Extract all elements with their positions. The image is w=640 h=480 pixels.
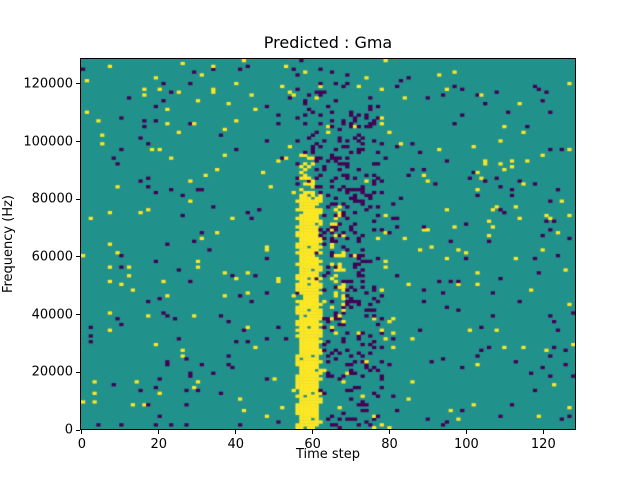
x-axis-label: Time step [295, 447, 361, 462]
x-tick-mark [312, 430, 314, 434]
y-tick-label: 40000 [31, 307, 73, 323]
x-tick-mark [235, 430, 237, 434]
x-tick-mark [81, 430, 83, 434]
x-tick-label: 0 [77, 437, 87, 452]
y-tick-mark [76, 83, 80, 85]
x-tick-label: 60 [304, 437, 321, 452]
y-tick-label: 60000 [31, 249, 73, 265]
chart-title: Predicted : Gma [263, 33, 393, 52]
y-tick-label: 80000 [31, 191, 73, 207]
y-tick-mark [76, 429, 80, 431]
heatmap-canvas [81, 59, 575, 429]
x-tick-label: 100 [453, 437, 479, 452]
y-tick-label: 120000 [23, 76, 73, 92]
x-tick-mark [158, 430, 160, 434]
y-tick-label: 0 [64, 422, 73, 438]
x-tick-label: 80 [381, 437, 398, 452]
y-tick-label: 100000 [23, 134, 73, 150]
plot-area [80, 58, 576, 430]
y-tick-label: 20000 [31, 364, 73, 380]
x-tick-mark [542, 430, 544, 434]
y-tick-mark [76, 256, 80, 258]
y-tick-mark [76, 314, 80, 316]
y-axis-label: Frequency (Hz) [1, 194, 16, 294]
y-tick-mark [76, 371, 80, 373]
y-tick-mark [76, 198, 80, 200]
x-tick-mark [465, 430, 467, 434]
x-tick-label: 40 [227, 437, 244, 452]
x-tick-mark [389, 430, 391, 434]
x-tick-label: 120 [530, 437, 556, 452]
x-tick-label: 20 [150, 437, 168, 452]
y-tick-mark [76, 141, 80, 143]
